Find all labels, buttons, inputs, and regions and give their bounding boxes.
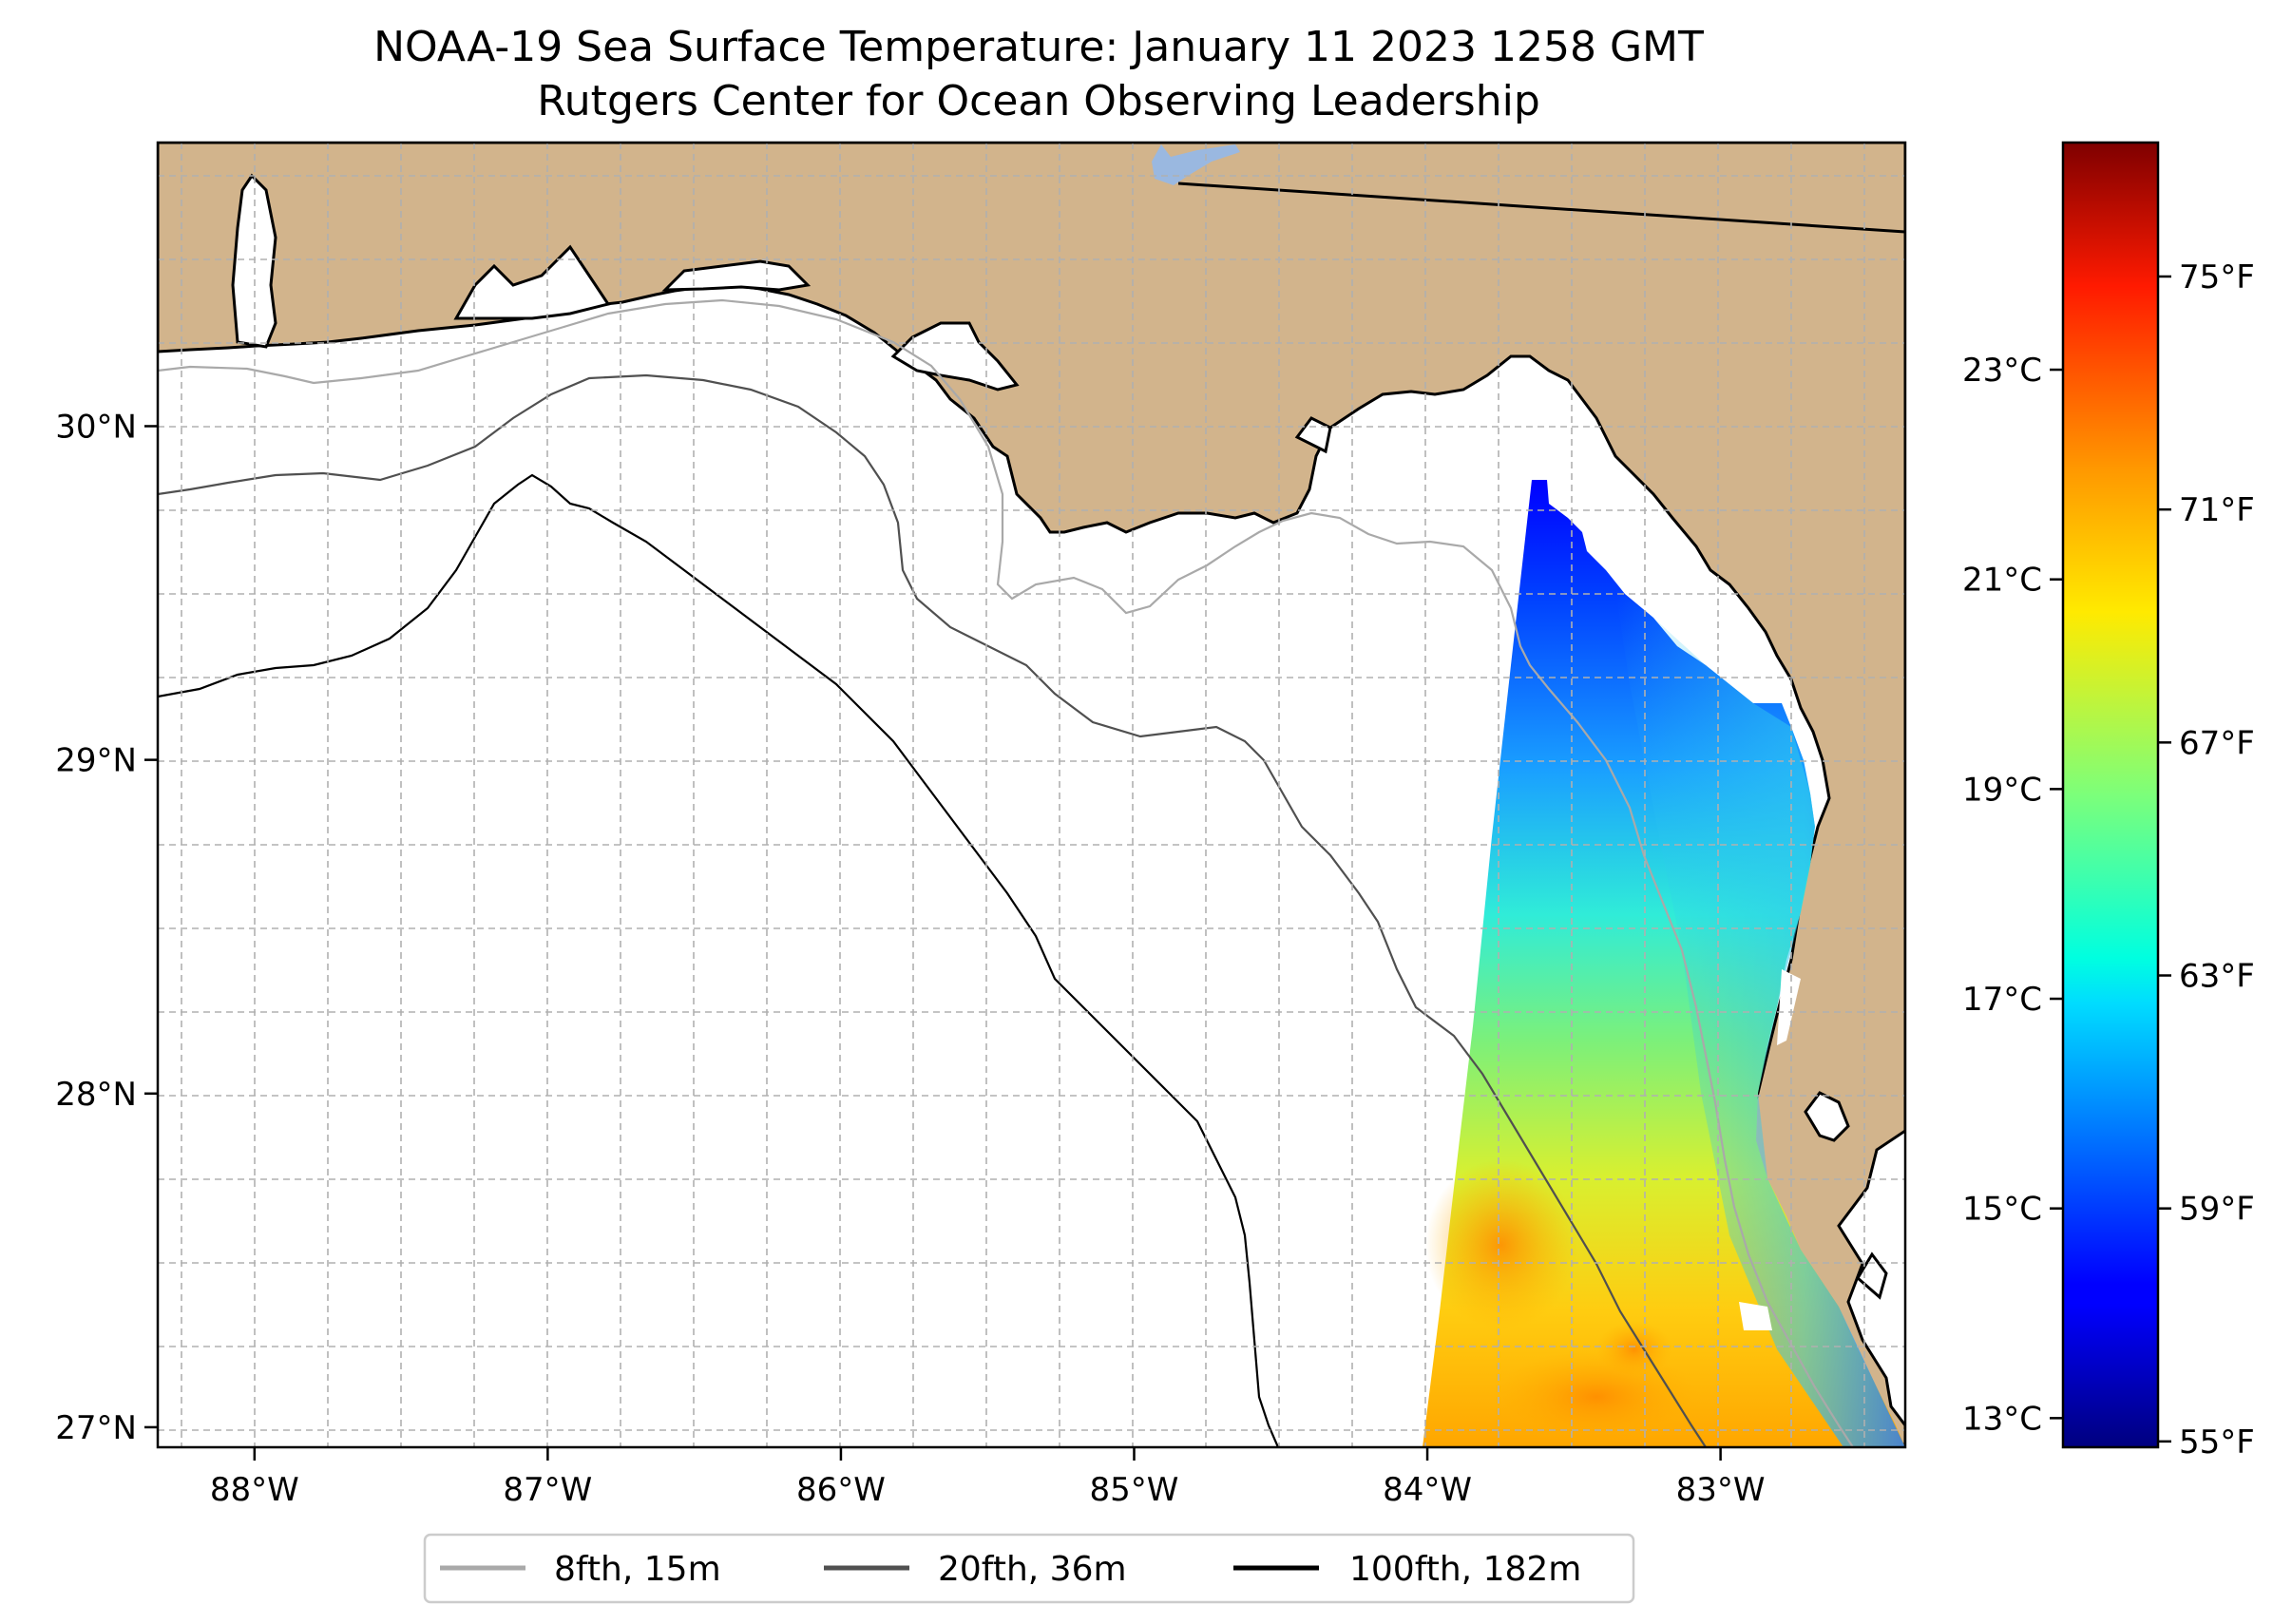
celsius-tick-label: 21°C [1962, 562, 2042, 600]
charlotte-harbor [1856, 1251, 1888, 1300]
celsius-tick-label: 17°C [1962, 981, 2042, 1019]
lon-tick-label: 85°W [1090, 1471, 1179, 1509]
lat-tick-label: 27°N [55, 1409, 137, 1447]
colorbar-gradient [2061, 141, 2160, 1449]
celsius-tick-label: 19°C [1962, 771, 2042, 809]
celsius-tick-label: 23°C [1962, 352, 2042, 390]
map-frame [156, 141, 1907, 1449]
colorbar: 13°C 15°C 17°C 19°C 21°C 23°C 55°F 59°F 63°F 67°… [1962, 141, 2255, 1462]
legend-box [423, 1533, 1635, 1604]
colorbar-fahrenheit-axis: 55°F 59°F 63°F 67°F 71°F 75°F [2158, 258, 2255, 1462]
sst-warm-patch [1425, 1159, 1577, 1330]
legend-label-8fth: 8fth, 15m [554, 1550, 721, 1589]
sst-warm-patch [1596, 1321, 1672, 1378]
lon-axis: 88°W 87°W 86°W 85°W 84°W 83°W [210, 1447, 1766, 1509]
map-title-line2: Rutgers Center for Ocean Observing Leade… [537, 77, 1540, 125]
fahrenheit-tick-label: 67°F [2179, 724, 2255, 762]
choctawhatchee-bay [661, 259, 812, 292]
lon-tick-label: 83°W [1676, 1471, 1766, 1509]
legend: 8fth, 15m 20fth, 36m 100fth, 182m [423, 1533, 1635, 1604]
map-title-line1: NOAA-19 Sea Surface Temperature: January… [373, 23, 1704, 71]
sst-gap [1739, 1302, 1772, 1330]
celsius-tick-label: 13°C [1962, 1400, 2042, 1438]
contour-182m [158, 473, 1280, 1447]
lon-tick-label: 88°W [210, 1471, 299, 1509]
lat-tick-label: 30°N [55, 408, 137, 446]
sst-swath [1423, 480, 1905, 1447]
contour-36m [158, 373, 1707, 1447]
legend-label-20fth: 20fth, 36m [938, 1550, 1127, 1589]
fahrenheit-tick-label: 55°F [2179, 1423, 2255, 1462]
lat-axis: 30°N 29°N 28°N 27°N [55, 408, 158, 1447]
lon-tick-label: 86°W [796, 1471, 886, 1509]
lat-tick-label: 29°N [55, 742, 137, 780]
lat-tick-label: 28°N [55, 1076, 137, 1114]
sst-coastal-cool [1615, 589, 1905, 1447]
gridlines [158, 143, 1905, 1447]
contour-15m [158, 298, 1854, 1447]
celsius-tick-label: 15°C [1962, 1191, 2042, 1229]
sst-gap [1777, 969, 1801, 1045]
state-boundary [1177, 182, 1905, 234]
map-panel [158, 143, 1905, 1447]
fahrenheit-tick-label: 71°F [2179, 491, 2255, 529]
lon-tick-label: 84°W [1383, 1471, 1472, 1509]
colorbar-celsius-axis: 13°C 15°C 17°C 19°C 21°C 23°C [1962, 352, 2063, 1438]
pensacola-bay [453, 244, 611, 320]
fahrenheit-tick-label: 75°F [2179, 258, 2255, 296]
lon-tick-label: 87°W [503, 1471, 592, 1509]
legend-label-100fth: 100fth, 182m [1349, 1550, 1581, 1589]
fahrenheit-tick-label: 63°F [2179, 958, 2255, 996]
fahrenheit-tick-label: 59°F [2179, 1191, 2255, 1229]
tampa-bay [1804, 1091, 1850, 1142]
